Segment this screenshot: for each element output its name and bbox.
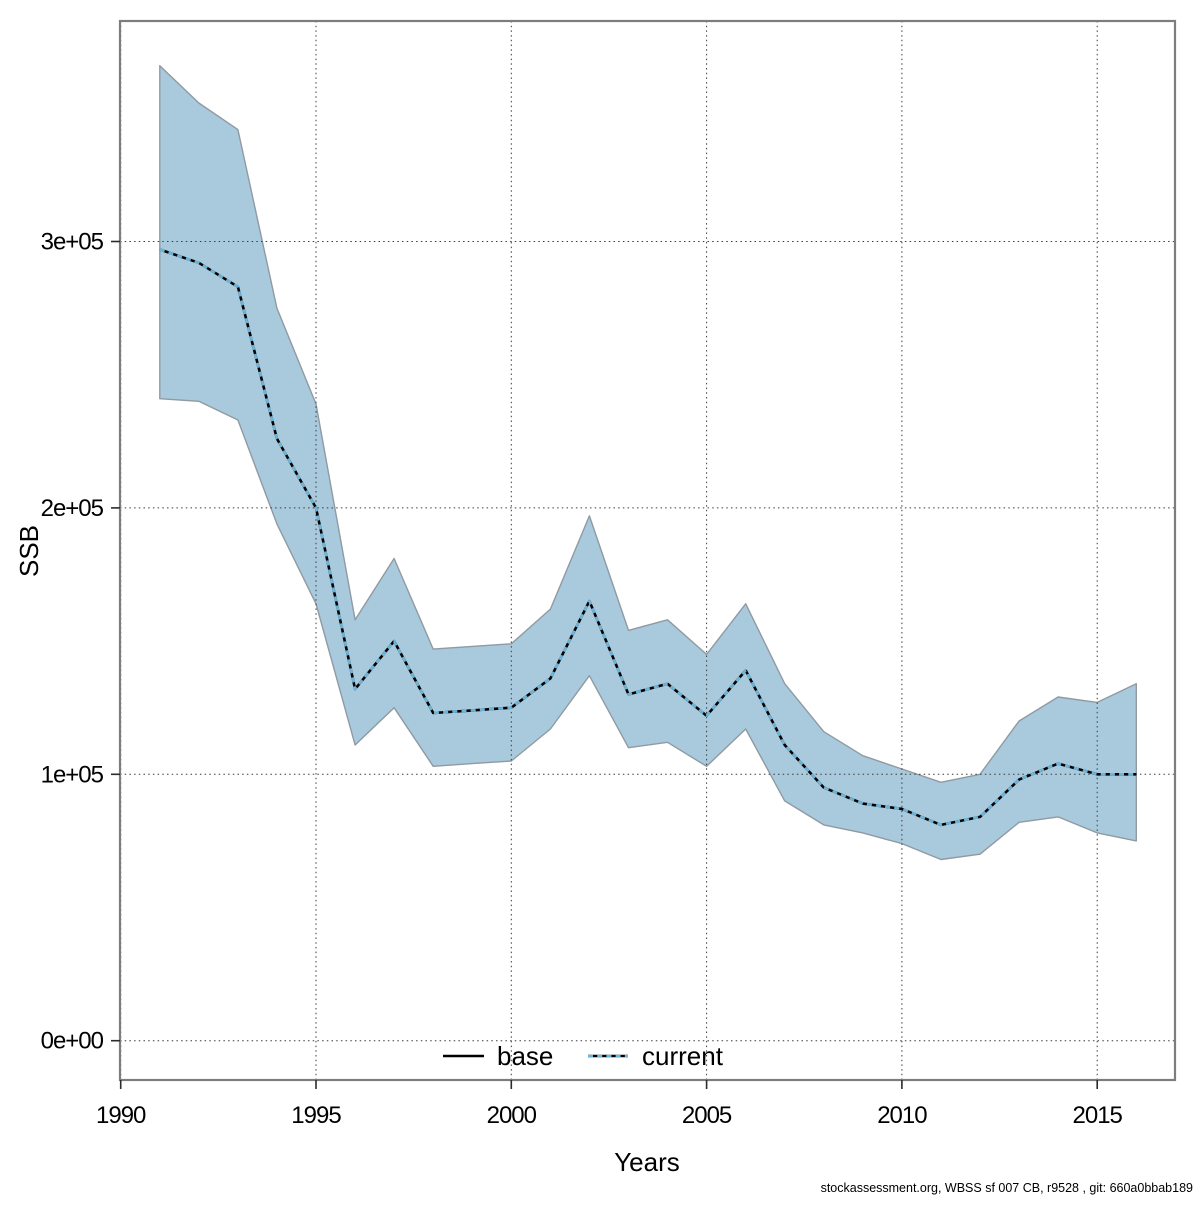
x-tick-label-2005: 2005 [682,1102,732,1129]
confidence-band-layer [159,65,1137,861]
legend-base-label: base [497,1041,553,1071]
y-tick-label-1e+05: 1e+05 [41,761,104,788]
confidence-band [159,65,1137,861]
current-line [159,248,1137,827]
y-tick-label-3e+05: 3e+05 [41,229,104,256]
x-tick-label-2015: 2015 [1073,1102,1123,1129]
x-tick-label-1990: 1990 [96,1102,146,1129]
y-axis-title: SSB [14,525,44,577]
data-line-layer [159,248,1137,827]
axis-tick-layer: 1990 1995 2000 2005 2010 2015 0e+00 1e+05 2e+05 3… [41,229,1124,1130]
legend: base current [443,1041,724,1071]
legend-current-label: current [642,1041,724,1071]
x-tick-label-1995: 1995 [291,1102,341,1129]
attribution: stockassessment.org, WBSS sf 007 CB, r95… [821,1181,1193,1195]
y-tick-label-0e+00: 0e+00 [41,1028,104,1055]
x-tick-label-2010: 2010 [877,1102,927,1129]
grid-layer [120,21,1175,1080]
x-tick-label-2000: 2000 [487,1102,537,1129]
plot-frame [118,19,1177,1082]
y-tick-label-2e+05: 2e+05 [41,495,104,522]
x-axis-title: Years [614,1147,680,1177]
